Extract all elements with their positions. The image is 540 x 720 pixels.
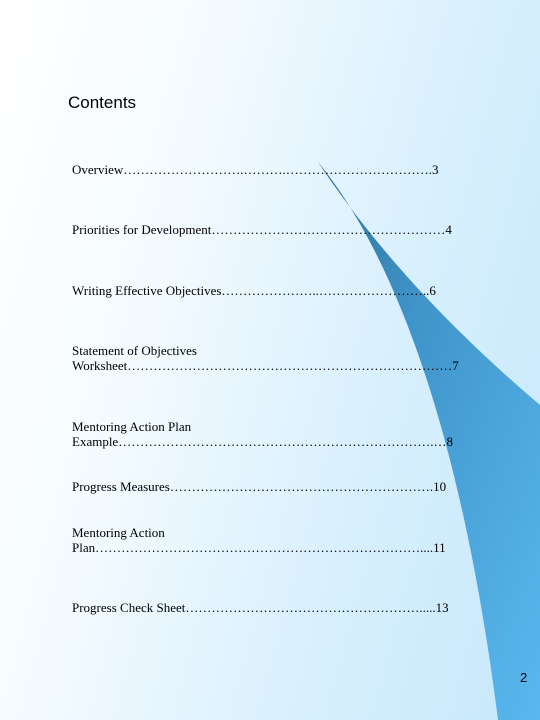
toc-entry-text: Progress Check Sheet………………………………………………..… [72, 600, 449, 615]
page-title: Contents [68, 93, 137, 112]
toc-entry-text: Writing Effective Objectives…………………..………… [72, 283, 436, 298]
toc-entry-text: Statement of Objectives [72, 343, 197, 358]
toc-entry-action-plan[interactable]: Mentoring Action Plan…………………………………………………… [72, 525, 446, 555]
toc-entry-text: Overview……………………….……….…………………………….3 [72, 162, 439, 177]
page-number: 2 [520, 670, 528, 685]
toc-entry-overview[interactable]: Overview……………………….……….…………………………….3 [72, 162, 439, 177]
toc-entry-text: Mentoring Action Plan [72, 419, 192, 434]
toc-entry-progress-check[interactable]: Progress Check Sheet………………………………………………..… [72, 600, 449, 615]
toc-entry-progress-measures[interactable]: Progress Measures…………………………………………………….10 [72, 479, 446, 494]
toc-entry-writing-objectives[interactable]: Writing Effective Objectives…………………..………… [72, 283, 436, 298]
toc-entry-text: Progress Measures…………………………………………………….10 [72, 479, 447, 494]
toc-entry-text: Worksheet…………………………………………………………………7 [72, 358, 459, 373]
toc-entry-text: Example……………………………………………………………….…8 [72, 434, 453, 449]
toc-entry-text: Priorities for Development……………………………………… [72, 222, 452, 237]
toc-entry-priorities[interactable]: Priorities for Development……………………………………… [72, 222, 452, 237]
toc-entry-text: Plan…………………………………………………………………....11 [72, 540, 446, 555]
toc-entry-action-plan-example[interactable]: Mentoring Action Plan Example……………………………… [72, 419, 453, 449]
toc-entry-text: Mentoring Action [72, 525, 165, 540]
toc-entry-statement-worksheet[interactable]: Statement of Objectives Worksheet…………………… [72, 343, 459, 373]
